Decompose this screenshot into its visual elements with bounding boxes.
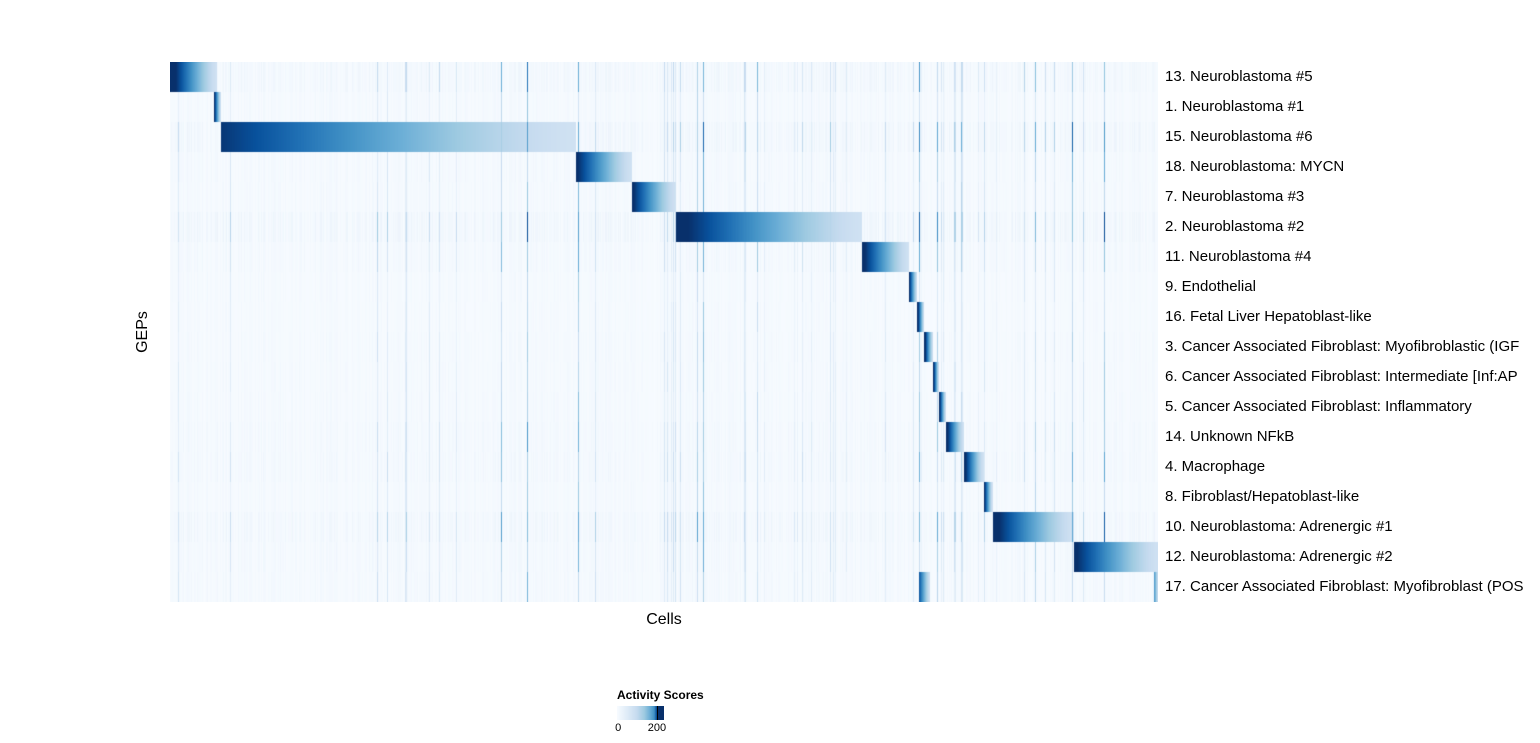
colorbar-gradient — [617, 706, 664, 720]
row-label: 7. Neuroblastoma #3 — [1165, 188, 1305, 205]
row-label: 4. Macrophage — [1165, 458, 1266, 475]
row-label: 9. Endothelial — [1165, 278, 1256, 295]
row-label: 18. Neuroblastoma: MYCN — [1165, 158, 1345, 175]
row-label: 17. Cancer Associated Fibroblast: Myofib… — [1165, 578, 1524, 595]
row-label: 2. Neuroblastoma #2 — [1165, 218, 1305, 235]
colorbar-ticks: 0 200 — [615, 722, 667, 736]
row-label: 16. Fetal Liver Hepatoblast-like — [1165, 308, 1372, 325]
y-axis-label: GEPs — [128, 62, 158, 602]
y-axis-label-text: GEPs — [134, 311, 152, 353]
row-label: 12. Neuroblastoma: Adrenergic #2 — [1165, 548, 1393, 565]
row-label: 5. Cancer Associated Fibroblast: Inflamm… — [1165, 398, 1472, 415]
row-label: 13. Neuroblastoma #5 — [1165, 68, 1313, 85]
row-label: 11. Neuroblastoma #4 — [1165, 248, 1312, 265]
legend-tick-min: 0 — [615, 722, 622, 734]
colorbar-legend: Activity Scores 0 200 — [615, 688, 737, 736]
row-label: 10. Neuroblastoma: Adrenergic #1 — [1165, 518, 1393, 535]
x-axis-label: Cells — [646, 611, 682, 628]
row-label: 15. Neuroblastoma #6 — [1165, 128, 1313, 145]
row-label: 14. Unknown NFkB — [1165, 428, 1295, 445]
row-label: 3. Cancer Associated Fibroblast: Myofibr… — [1165, 338, 1520, 355]
legend-tick-max: 200 — [647, 722, 667, 734]
heatmap-canvas — [170, 62, 1158, 602]
row-labels: 13. Neuroblastoma #5 1. Neuroblastoma #1 1… — [1165, 62, 1540, 602]
row-label: 8. Fibroblast/Hepatoblast-like — [1165, 488, 1360, 505]
row-label: 1. Neuroblastoma #1 — [1165, 98, 1305, 115]
colorbar-tick-mark — [656, 706, 658, 720]
legend-title: Activity Scores — [617, 688, 704, 702]
row-label: 6. Cancer Associated Fibroblast: Interme… — [1165, 368, 1518, 385]
